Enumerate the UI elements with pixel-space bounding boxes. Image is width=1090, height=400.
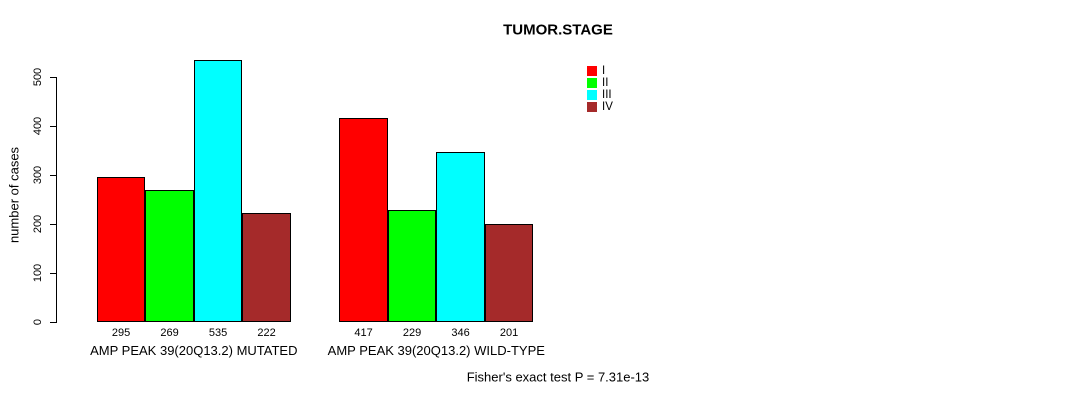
bar-II-group1 <box>145 190 194 322</box>
legend-swatch <box>587 102 597 112</box>
y-tick-label: 200 <box>32 214 44 234</box>
y-tick-mark <box>50 224 56 225</box>
y-tick-mark <box>50 273 56 274</box>
y-tick-label: 400 <box>32 116 44 136</box>
y-tick-mark <box>50 126 56 127</box>
y-tick-mark <box>50 77 56 78</box>
bar-value-label: 201 <box>499 327 519 339</box>
bar-value-label: 222 <box>257 327 276 339</box>
legend-item-I: I <box>587 65 613 77</box>
bar-value-label: 229 <box>402 327 422 339</box>
bar-IV-group2 <box>484 223 534 322</box>
bar-III-group1 <box>193 59 243 322</box>
annotation-text: Fisher's exact test P = 7.31e-13 <box>466 369 650 385</box>
legend-swatch <box>587 78 597 88</box>
bar-value-label: 417 <box>354 327 373 339</box>
bar-value-label: 269 <box>160 327 179 339</box>
y-tick-label: 100 <box>32 263 44 283</box>
bar-I-group2 <box>339 117 388 322</box>
y-tick-label: 500 <box>32 67 44 87</box>
group-label-1: AMP PEAK 39(20Q13.2) MUTATED <box>90 343 298 358</box>
chart-title: TUMOR.STAGE <box>503 21 613 39</box>
group-label-2: AMP PEAK 39(20Q13.2) WILD-TYPE <box>327 343 545 358</box>
legend-item-label: III <box>602 89 612 101</box>
bar-II-group2 <box>387 209 437 322</box>
y-axis-line <box>56 77 57 323</box>
y-tick-mark <box>50 175 56 176</box>
y-tick-label: 300 <box>32 165 44 185</box>
y-axis-label: number of cases <box>6 146 22 244</box>
legend-item-label: I <box>602 65 606 77</box>
legend-swatch <box>587 90 597 100</box>
legend-item-label: II <box>602 77 609 89</box>
bar-value-label: 295 <box>111 327 131 339</box>
legend-swatch <box>587 66 597 76</box>
legend: I II III IV <box>587 65 613 113</box>
y-tick-label: 0 <box>32 318 44 326</box>
bar-IV-group1 <box>242 213 291 322</box>
y-tick-mark <box>50 322 56 323</box>
bar-I-group1 <box>96 177 146 322</box>
legend-item-III: III <box>587 89 613 101</box>
legend-item-IV: IV <box>587 101 613 113</box>
legend-item-II: II <box>587 77 613 89</box>
legend-item-label: IV <box>602 101 613 113</box>
bar-value-label: 535 <box>208 327 228 339</box>
bar-value-label: 346 <box>451 327 470 339</box>
bar-III-group2 <box>436 152 485 322</box>
